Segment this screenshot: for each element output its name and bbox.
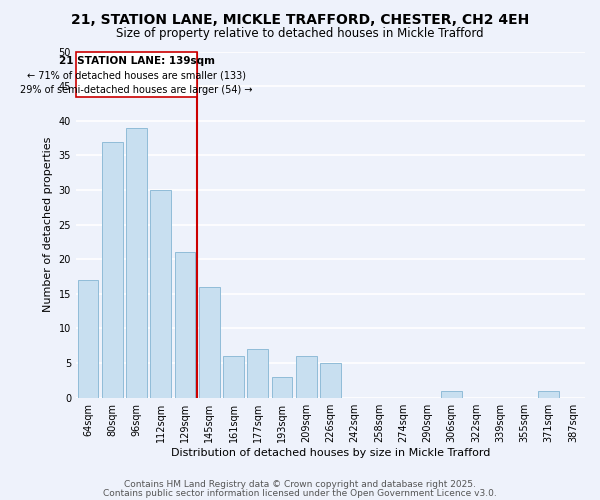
Text: Contains HM Land Registry data © Crown copyright and database right 2025.: Contains HM Land Registry data © Crown c…	[124, 480, 476, 489]
Bar	[199, 287, 220, 398]
Bar	[102, 142, 122, 398]
Bar	[442, 391, 462, 398]
FancyBboxPatch shape	[76, 52, 197, 96]
Text: Contains public sector information licensed under the Open Government Licence v3: Contains public sector information licen…	[103, 488, 497, 498]
Y-axis label: Number of detached properties: Number of detached properties	[43, 137, 53, 312]
Bar	[175, 252, 195, 398]
Bar	[223, 356, 244, 398]
Bar	[296, 356, 317, 398]
Text: 29% of semi-detached houses are larger (54) →: 29% of semi-detached houses are larger (…	[20, 84, 253, 94]
Bar	[320, 363, 341, 398]
Bar	[151, 190, 171, 398]
Bar	[247, 349, 268, 398]
X-axis label: Distribution of detached houses by size in Mickle Trafford: Distribution of detached houses by size …	[171, 448, 490, 458]
Bar	[538, 391, 559, 398]
Bar	[78, 280, 98, 398]
Text: 21 STATION LANE: 139sqm: 21 STATION LANE: 139sqm	[59, 56, 215, 66]
Bar	[126, 128, 147, 398]
Text: 21, STATION LANE, MICKLE TRAFFORD, CHESTER, CH2 4EH: 21, STATION LANE, MICKLE TRAFFORD, CHEST…	[71, 12, 529, 26]
Text: Size of property relative to detached houses in Mickle Trafford: Size of property relative to detached ho…	[116, 28, 484, 40]
Bar	[272, 377, 292, 398]
Text: ← 71% of detached houses are smaller (133): ← 71% of detached houses are smaller (13…	[27, 71, 246, 81]
